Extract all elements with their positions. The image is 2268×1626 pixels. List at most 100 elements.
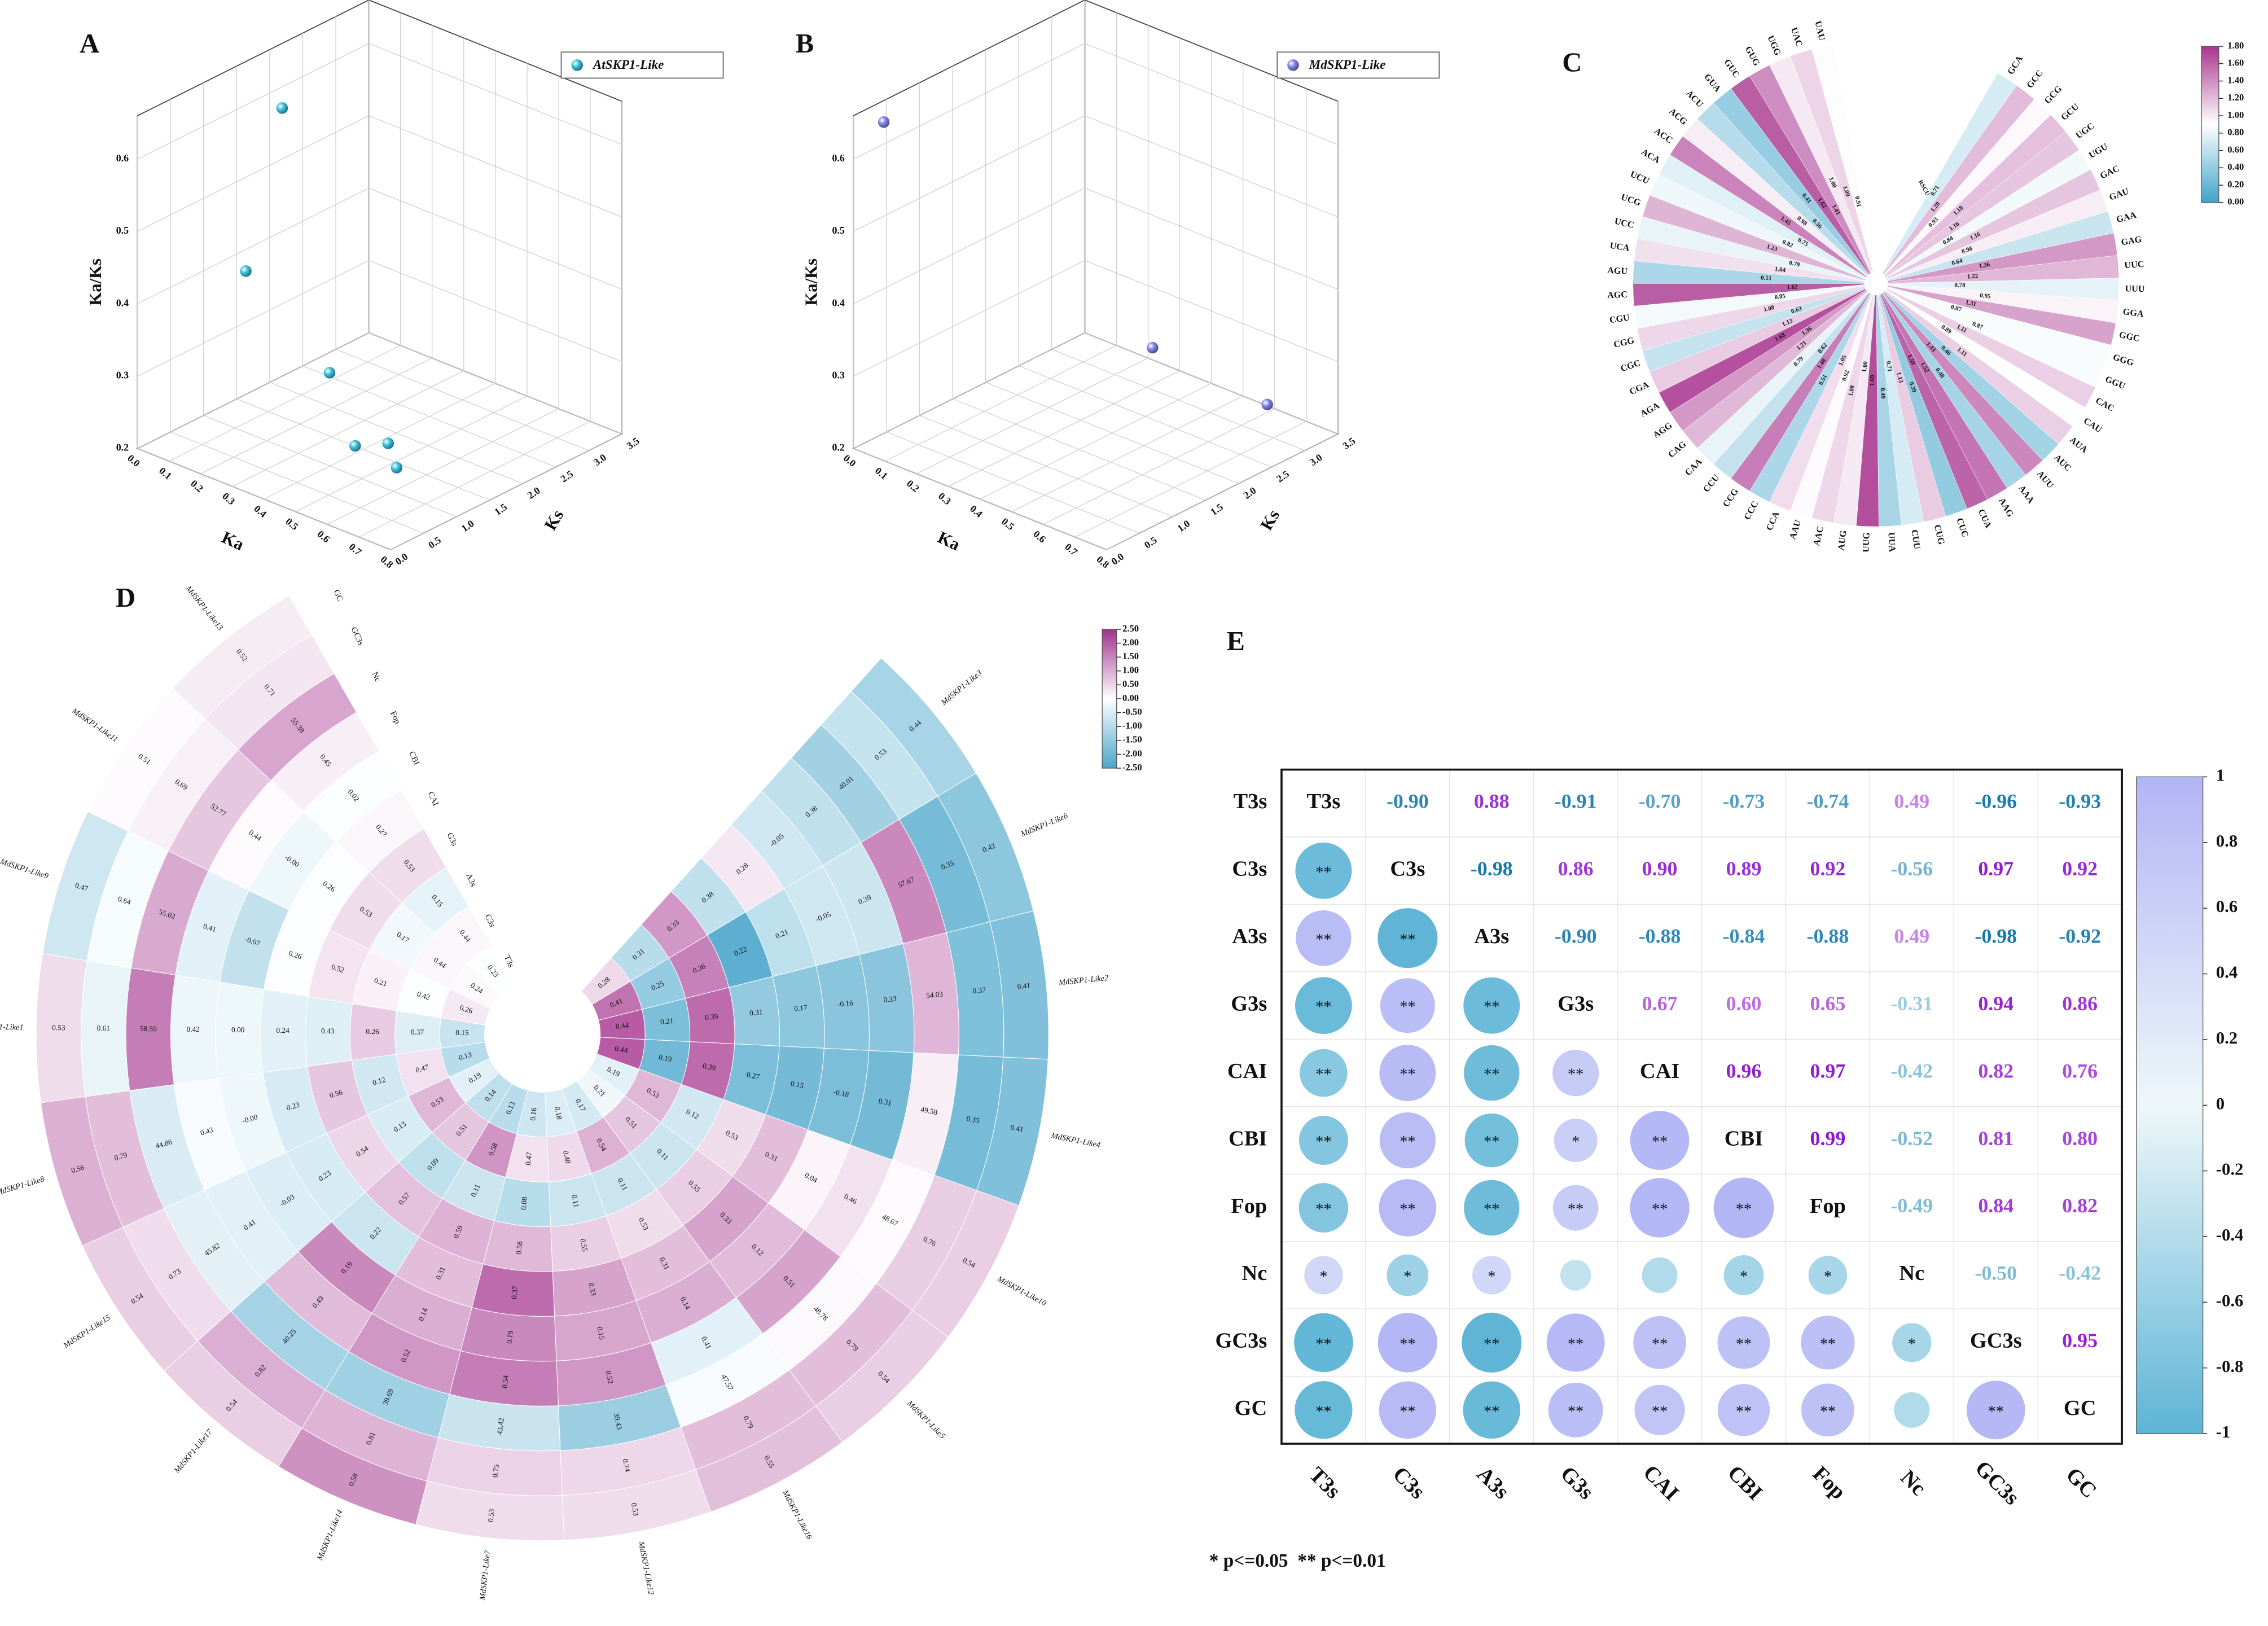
cell-label: 0.64 (117, 895, 132, 906)
cell-label: 0.19 (658, 1053, 673, 1063)
correlation-circle (1464, 1113, 1519, 1168)
x-tick-label: 0.2 (905, 477, 922, 494)
cell-label: 0.53 (52, 1023, 65, 1032)
significance: * (1908, 1335, 1916, 1353)
cell-label: 0.00 (231, 1025, 245, 1034)
category-label: UAC (1789, 27, 1804, 48)
legend-box (560, 51, 724, 79)
coefficient: 0.88 (1474, 790, 1510, 813)
z-tick-label: 0.5 (116, 225, 129, 236)
colorbar (2136, 776, 2204, 1434)
y-tick-label: 3.5 (625, 435, 642, 452)
significance: ** (1484, 998, 1499, 1016)
coefficient: 0.86 (1558, 857, 1594, 880)
cell-label: 49.58 (920, 1105, 938, 1117)
category-label: CGG (1613, 336, 1635, 350)
y-axis-title: Ks (541, 506, 567, 533)
gene-label: MdSKP1-Like15 (62, 1313, 112, 1351)
gene-label: MdSKP1-Like8 (0, 1174, 46, 1198)
significance: ** (1652, 1335, 1668, 1353)
value-label: 0.49 (1879, 388, 1887, 399)
correlation-circle (1630, 1111, 1690, 1170)
colorbar-label: -0.4 (2216, 1225, 2244, 1244)
cell-label: -0.00 (241, 1112, 258, 1125)
cell-label: 0.79 (113, 1150, 129, 1162)
legend-marker (1287, 59, 1299, 71)
row-label: T3s (1233, 790, 1267, 813)
y-tick-label: 3.0 (591, 452, 608, 468)
grid-line (985, 382, 1239, 484)
category-label: AGC (1607, 290, 1628, 301)
category-label: ACC (1652, 126, 1674, 146)
grid-line (1085, 43, 1339, 145)
significance: ** (1400, 931, 1415, 949)
ring-label: G3s (445, 831, 459, 848)
significance: ** (1315, 1066, 1331, 1084)
significance: ** (1820, 1403, 1836, 1421)
panel-1: B0.00.10.20.30.40.50.60.70.80.00.51.01.5… (796, 0, 1440, 571)
significance: ** (1315, 864, 1331, 881)
significance: ** (1568, 1066, 1583, 1084)
colorbar-label: 0.00 (1122, 693, 1139, 703)
significance: ** (1400, 1403, 1415, 1421)
panel-3: D0.230.240.260.150.130.190.140.13 0.16 0.1… (0, 582, 1142, 1601)
correlation-circle (1379, 1045, 1436, 1102)
value-label: 1.62 (1787, 283, 1798, 291)
diagonal-label: A3s (1474, 924, 1509, 948)
cell-label: 0.17 (794, 1003, 808, 1013)
cell-label: 0.42 (187, 1025, 200, 1033)
category-label: AUA (2068, 435, 2089, 455)
value-label: 0.87 (1950, 304, 1962, 313)
cell-label: 0.43 (321, 1027, 335, 1035)
correlation-circle (1294, 1313, 1353, 1373)
cell-label: 0.37 (411, 1028, 424, 1036)
grid-line (1074, 420, 1307, 538)
grid-line (916, 357, 1148, 475)
column-label: CBI (1723, 1461, 1767, 1505)
colorbar-label: 1.40 (2227, 74, 2244, 85)
correlation-circle (1552, 1185, 1599, 1231)
colorbar-label: 0.80 (2227, 127, 2244, 138)
grid-line (232, 370, 464, 487)
correlation-circle (1548, 1382, 1603, 1437)
panel-0: A0.00.10.20.30.40.50.60.70.80.00.51.01.5… (80, 0, 724, 571)
value-label: 0.79 (1788, 260, 1801, 269)
x-tick-label: 0.0 (125, 452, 142, 469)
cell-label: 0.42 (416, 989, 431, 1001)
grid-line (327, 408, 559, 525)
category-label: CAA (1683, 457, 1704, 477)
x-tick-label: 0.1 (873, 465, 890, 482)
gene-label: MdSKP1-Like11 (70, 706, 120, 744)
significance: * (1488, 1268, 1495, 1286)
point (276, 102, 288, 114)
category-label: UCA (1609, 241, 1630, 253)
grid-line (853, 448, 1107, 550)
column-label: T3s (1305, 1463, 1345, 1504)
colorbar-label: 2.50 (1122, 623, 1139, 634)
colorbar-label: 0.40 (2227, 161, 2244, 172)
y-tick-label: 0.0 (393, 551, 410, 567)
correlation-circle (1304, 1256, 1343, 1295)
significance: ** (1400, 1066, 1415, 1084)
grid-line (853, 187, 1085, 304)
colorbar-label: -1.50 (1122, 734, 1142, 745)
significance: ** (1652, 1403, 1668, 1421)
row-label: C3s (1232, 857, 1267, 881)
cell-label: 0.15 (790, 1079, 805, 1090)
value-label: 0.51 (1761, 274, 1772, 282)
column-label: A3s (1472, 1462, 1514, 1504)
grid-line (1085, 187, 1339, 290)
cell-label: 0.47 (74, 881, 89, 893)
category-label: GGC (2118, 330, 2140, 344)
coefficient: 0.76 (2062, 1059, 2098, 1082)
significance: ** (1400, 1201, 1415, 1219)
colorbar-label: 0.20 (2227, 179, 2244, 190)
legend-label: AtSKP1-Like (592, 57, 664, 72)
wedge (1881, 73, 2017, 275)
correlation-circle (1387, 1254, 1429, 1296)
coefficient: 0.81 (1978, 1127, 2013, 1150)
column-label: Nc (1896, 1466, 1930, 1500)
x-tick-label: 0.8 (1094, 554, 1111, 571)
correlation-circle (1295, 1381, 1353, 1439)
significance: ** (1484, 1335, 1499, 1353)
